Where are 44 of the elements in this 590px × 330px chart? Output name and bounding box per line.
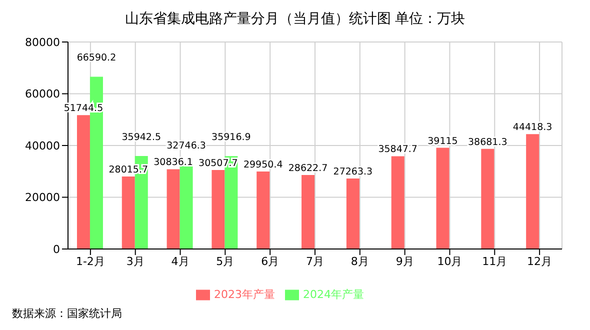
bar [256,172,270,249]
data-label: 29950.4 [243,160,283,171]
x-tick-label: 6月 [261,254,280,268]
data-label: 28622.7 [288,162,328,174]
bar [302,174,315,249]
y-tick-label: 80000 [25,36,60,49]
x-tick-label: 4月 [171,254,190,268]
data-label: 66590.2 [76,52,116,64]
data-label: 35942.5 [122,132,162,143]
bar [122,176,135,249]
bar [166,169,180,249]
data-label: 32746.3 [166,140,206,152]
data-label: 38681.3 [468,136,508,148]
x-tick-label: 3月 [126,254,144,268]
legend-label: 2023年产量 [214,288,275,301]
bar [391,156,404,249]
data-label: 30836.1 [154,157,193,168]
bar [76,115,90,249]
source-note: 数据来源：国家统计局 [12,306,123,321]
chart-title: 山东省集成电路产量分月（当月值）统计图 单位：万块 [124,10,466,29]
bar [180,164,193,249]
x-tick-label: 8月 [350,254,369,268]
bar [481,148,494,249]
y-tick-label: 0 [53,242,60,256]
y-tick-label: 20000 [25,191,60,204]
bar [526,134,540,249]
x-tick-label: 1-2月 [76,254,105,268]
bar [436,148,450,249]
x-tick-label: 10月 [437,254,462,268]
x-tick-label: 5月 [216,254,234,268]
x-tick-label: 9月 [396,254,414,268]
y-tick-label: 60000 [25,88,60,101]
bar [212,170,225,249]
data-label: 35847.7 [378,144,418,156]
x-tick-label: 7月 [306,254,324,268]
bar [346,178,360,249]
data-label: 27263.3 [333,166,373,178]
data-label: 35916.9 [212,132,251,144]
x-tick-label: 12月 [527,254,552,268]
data-label: 39115 [428,136,458,147]
y-tick-label: 40000 [25,139,60,152]
data-label: 44418.3 [512,122,552,134]
legend-label: 2024年产量 [303,288,364,301]
x-tick-label: 11月 [482,254,508,268]
